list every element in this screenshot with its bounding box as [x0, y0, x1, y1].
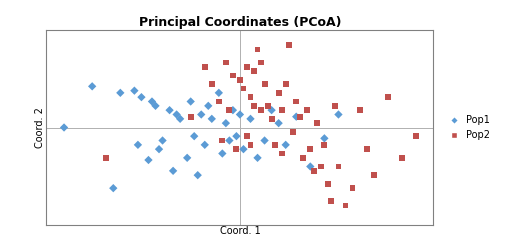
Point	[151, 104, 159, 108]
Point	[250, 69, 258, 73]
Point	[324, 182, 332, 186]
Point	[134, 143, 142, 147]
Point	[348, 186, 357, 190]
Point	[282, 82, 290, 86]
Point	[116, 91, 124, 95]
Point	[207, 117, 216, 121]
Title: Principal Coordinates (PCoA): Principal Coordinates (PCoA)	[139, 16, 341, 29]
Point	[306, 164, 314, 168]
Point	[267, 108, 276, 112]
Point	[172, 112, 181, 116]
Point	[60, 126, 68, 130]
Point	[334, 164, 343, 168]
Point	[383, 95, 392, 99]
Point	[158, 138, 167, 142]
Point	[137, 95, 146, 99]
Point	[253, 156, 262, 160]
Point	[222, 60, 230, 64]
Point	[292, 100, 300, 103]
Point	[257, 60, 265, 64]
Point	[342, 204, 350, 208]
Point	[225, 108, 234, 112]
Point	[148, 100, 156, 103]
Point	[229, 74, 237, 78]
Point	[369, 173, 378, 177]
Point	[176, 117, 184, 121]
Point	[320, 136, 329, 140]
Point	[190, 134, 198, 138]
Point	[271, 143, 279, 147]
Point	[218, 152, 227, 156]
Point	[412, 134, 420, 138]
Point	[215, 100, 223, 103]
Point	[225, 138, 234, 142]
Point	[204, 104, 213, 108]
Point	[306, 147, 314, 151]
Point	[288, 130, 297, 134]
Point	[144, 158, 153, 162]
Point	[310, 169, 318, 173]
Point	[236, 112, 244, 116]
Point	[331, 104, 339, 108]
Point	[253, 48, 262, 52]
Point	[236, 78, 244, 82]
Point	[296, 115, 304, 119]
Point	[222, 121, 230, 125]
Point	[239, 86, 248, 90]
Point	[275, 91, 283, 95]
Point	[109, 186, 118, 190]
Point	[327, 199, 335, 203]
Point	[194, 173, 202, 177]
Point	[183, 156, 191, 160]
Point	[362, 147, 370, 151]
Point	[267, 117, 276, 121]
Y-axis label: Coord. 2: Coord. 2	[35, 107, 45, 148]
Point	[250, 104, 258, 108]
Point	[201, 143, 209, 147]
Point	[229, 108, 237, 112]
Point	[232, 147, 240, 151]
Point	[320, 143, 329, 147]
Point	[246, 117, 254, 121]
Point	[317, 164, 325, 168]
Point	[246, 143, 254, 147]
Point	[232, 134, 240, 138]
Point	[299, 156, 308, 160]
Point	[102, 156, 110, 160]
Point	[166, 108, 174, 112]
Point	[201, 65, 209, 69]
Point	[303, 108, 311, 112]
Point	[261, 138, 269, 142]
Point	[334, 112, 343, 116]
Point	[239, 147, 248, 151]
Point	[257, 108, 265, 112]
Point	[278, 152, 286, 156]
Point	[218, 138, 227, 142]
Point	[275, 121, 283, 125]
Point	[356, 108, 364, 112]
Point	[187, 115, 195, 119]
Point	[187, 100, 195, 103]
Point	[207, 82, 216, 86]
Point	[243, 134, 251, 138]
Point	[398, 156, 406, 160]
Point	[197, 112, 205, 116]
Point	[155, 147, 163, 151]
Point	[215, 91, 223, 95]
Legend: Pop1, Pop2: Pop1, Pop2	[442, 113, 491, 142]
Point	[278, 108, 286, 112]
Point	[261, 82, 269, 86]
Point	[88, 84, 96, 88]
X-axis label: Coord. 1: Coord. 1	[220, 226, 260, 236]
Point	[285, 43, 293, 47]
Point	[243, 65, 251, 69]
Point	[264, 104, 272, 108]
Point	[282, 143, 290, 147]
Point	[313, 121, 321, 125]
Point	[246, 95, 254, 99]
Point	[169, 169, 177, 173]
Point	[130, 89, 138, 93]
Point	[292, 115, 300, 119]
